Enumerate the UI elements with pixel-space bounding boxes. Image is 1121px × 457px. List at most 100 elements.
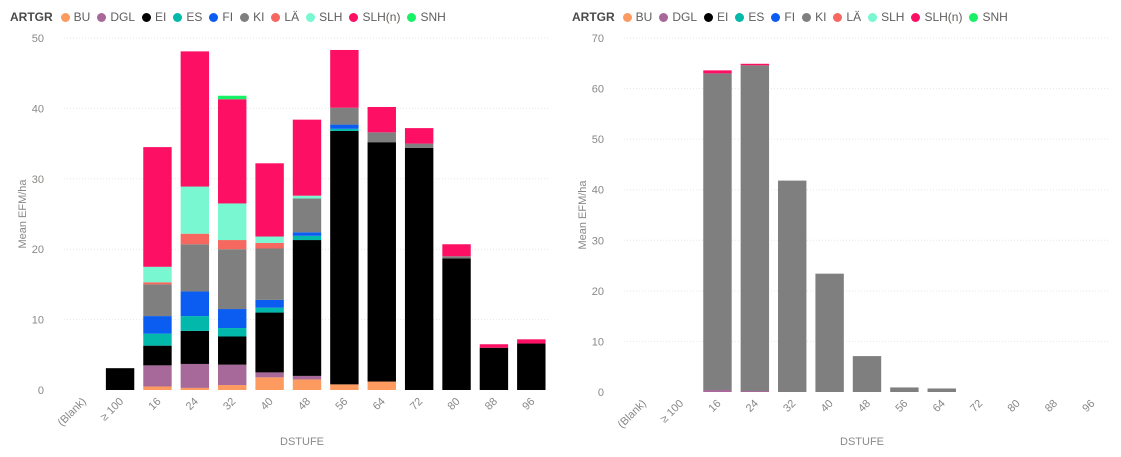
bar-segment-slh[interactable]: [218, 203, 247, 241]
legend-item-dgl[interactable]: DGL: [659, 10, 697, 24]
bar-segment-slh-n[interactable]: [367, 106, 396, 133]
bar-segment-ki[interactable]: [143, 284, 172, 317]
bar-segment-snh[interactable]: [218, 95, 247, 100]
bar-segment-ei[interactable]: [479, 347, 509, 390]
bar-segment-slh-n[interactable]: [740, 63, 770, 66]
bar-segment-ei[interactable]: [517, 343, 546, 390]
bar-segment-ei[interactable]: [367, 142, 396, 382]
bar-segment-slh[interactable]: [143, 266, 172, 283]
bar-segment-ki[interactable]: [292, 198, 322, 233]
legend-item-snh[interactable]: SNH: [407, 10, 446, 24]
bar-segment-ei[interactable]: [143, 345, 172, 366]
legend-item-ei[interactable]: EI: [142, 10, 166, 24]
bar-segment-ei[interactable]: [105, 368, 135, 390]
bar-segment-ki[interactable]: [927, 388, 956, 392]
bar-segment-slh-n[interactable]: [180, 51, 210, 187]
bar-segment-ki[interactable]: [852, 356, 882, 392]
bar-segment-fi[interactable]: [218, 309, 247, 329]
legend-item-l[interactable]: LÄ: [271, 10, 299, 24]
bar-segment-slh-n[interactable]: [404, 128, 434, 144]
bar-segment-bu[interactable]: [218, 385, 247, 390]
bar-segment-slh-n[interactable]: [255, 163, 284, 237]
bar-segment-slh-n[interactable]: [218, 99, 247, 204]
bar-segment-es[interactable]: [255, 307, 284, 313]
bar-segment-bu[interactable]: [143, 386, 172, 390]
bar-segment-bu[interactable]: [330, 384, 359, 390]
bar-segment-dgl[interactable]: [740, 390, 770, 392]
bar-segment-es[interactable]: [292, 235, 322, 241]
bar-segment-es[interactable]: [218, 328, 247, 337]
legend-item-bu[interactable]: BU: [60, 10, 90, 24]
bar-segment-slh[interactable]: [292, 195, 322, 199]
bar-segment-slh-n[interactable]: [479, 344, 509, 348]
bar-segment-l[interactable]: [143, 282, 172, 285]
bar-segment-bu[interactable]: [292, 379, 322, 390]
bar-segment-ki[interactable]: [703, 73, 732, 390]
bar-segment-fi[interactable]: [330, 124, 359, 129]
bar-segment-ei[interactable]: [404, 147, 434, 390]
bar-segment-dgl[interactable]: [143, 365, 172, 387]
bar-segment-slh-n[interactable]: [442, 244, 471, 257]
bar-segment-ei[interactable]: [442, 258, 471, 390]
bar-segment-fi[interactable]: [292, 232, 322, 236]
bar-segment-ki[interactable]: [255, 248, 284, 300]
bar-segment-slh-n[interactable]: [143, 147, 172, 267]
bar-segment-slh-n[interactable]: [330, 49, 359, 108]
legend-item-snh[interactable]: SNH: [969, 10, 1008, 24]
bar-segment-l[interactable]: [255, 242, 284, 249]
bar-segment-es[interactable]: [180, 316, 210, 331]
bar-segment-dgl[interactable]: [703, 389, 732, 392]
legend-item-dgl[interactable]: DGL: [97, 10, 135, 24]
bar-segment-slh[interactable]: [255, 236, 284, 243]
legend-item-slh[interactable]: SLH: [306, 10, 342, 24]
bar-segment-ei[interactable]: [180, 330, 210, 364]
bar-segment-es[interactable]: [330, 128, 359, 131]
bar-segment-ki[interactable]: [778, 180, 807, 392]
legend-item-l[interactable]: LÄ: [833, 10, 861, 24]
bar-segment-es[interactable]: [143, 333, 172, 346]
bar-segment-ki[interactable]: [180, 244, 210, 292]
legend-item-es[interactable]: ES: [173, 10, 202, 24]
bar-segment-dgl[interactable]: [292, 375, 322, 380]
bar-segment-l[interactable]: [180, 233, 210, 245]
bar-segment-ei[interactable]: [255, 312, 284, 373]
bar-segment-l[interactable]: [218, 240, 247, 250]
bar-segment-ki[interactable]: [404, 143, 434, 148]
legend-item-es[interactable]: ES: [735, 10, 764, 24]
bar-segment-slh-n[interactable]: [517, 339, 546, 344]
bar-segment-dgl[interactable]: [218, 364, 247, 386]
bar-segment-ei[interactable]: [330, 130, 359, 385]
bar-segment-ki[interactable]: [815, 273, 844, 392]
legend: ARTGR BU DGL EI ES FI KI LÄ SLH SLH(n) SNH: [572, 6, 1015, 28]
bar-segment-bu[interactable]: [255, 377, 284, 390]
bar-segment-fi[interactable]: [143, 316, 172, 334]
bar-segment-ki[interactable]: [442, 256, 471, 259]
legend-item-slh-n[interactable]: SLH(n): [349, 10, 400, 24]
legend-item-ki[interactable]: KI: [240, 10, 264, 24]
legend-item-fi[interactable]: FI: [209, 10, 233, 24]
x-tick-label: 64: [931, 398, 948, 415]
bar-segment-ki[interactable]: [330, 107, 359, 125]
legend-item-slh-n[interactable]: SLH(n): [911, 10, 962, 24]
bar-segment-slh-n[interactable]: [292, 119, 322, 196]
legend-item-ki[interactable]: KI: [802, 10, 826, 24]
legend-item-ei[interactable]: EI: [704, 10, 728, 24]
bar-segment-fi[interactable]: [255, 299, 284, 308]
legend-item-slh[interactable]: SLH: [868, 10, 904, 24]
bar-segment-ki[interactable]: [890, 387, 919, 392]
legend-item-fi[interactable]: FI: [771, 10, 795, 24]
bar-segment-dgl[interactable]: [255, 372, 284, 378]
bar-segment-ki[interactable]: [740, 65, 770, 391]
bar-segment-dgl[interactable]: [180, 363, 210, 388]
bar-segment-ei[interactable]: [218, 336, 247, 365]
bar-segment-slh[interactable]: [180, 186, 210, 234]
bar-segment-bu[interactable]: [367, 381, 396, 390]
legend-item-bu[interactable]: BU: [622, 10, 652, 24]
x-axis-title: DSTUFE: [280, 436, 324, 448]
bar-segment-ki[interactable]: [367, 132, 396, 143]
bar-segment-slh-n[interactable]: [703, 70, 732, 74]
bar-segment-fi[interactable]: [180, 291, 210, 317]
bar-segment-ei[interactable]: [292, 240, 322, 376]
bar-segment-ki[interactable]: [218, 249, 247, 310]
bar-segment-bu[interactable]: [180, 387, 210, 390]
